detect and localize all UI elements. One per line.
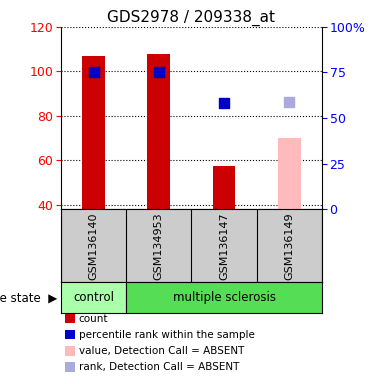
Bar: [213, 166, 235, 209]
Point: [221, 101, 227, 107]
Text: value, Detection Call = ABSENT: value, Detection Call = ABSENT: [79, 346, 244, 356]
Text: disease state  ▶: disease state ▶: [0, 291, 57, 304]
Text: rank, Detection Call = ABSENT: rank, Detection Call = ABSENT: [79, 362, 239, 372]
Point: [91, 70, 97, 76]
Text: GSM136140: GSM136140: [89, 212, 99, 280]
Text: GSM136147: GSM136147: [219, 212, 229, 280]
Bar: [148, 54, 170, 209]
Text: multiple sclerosis: multiple sclerosis: [172, 291, 276, 304]
Text: control: control: [73, 291, 114, 304]
Text: GSM136149: GSM136149: [284, 212, 294, 280]
Point: [286, 99, 292, 105]
Point: [156, 68, 162, 74]
Text: percentile rank within the sample: percentile rank within the sample: [79, 330, 255, 340]
Bar: [82, 56, 105, 209]
Bar: [278, 138, 301, 209]
Text: GSM134953: GSM134953: [154, 212, 164, 280]
Text: count: count: [79, 314, 108, 324]
Title: GDS2978 / 209338_at: GDS2978 / 209338_at: [107, 9, 276, 25]
